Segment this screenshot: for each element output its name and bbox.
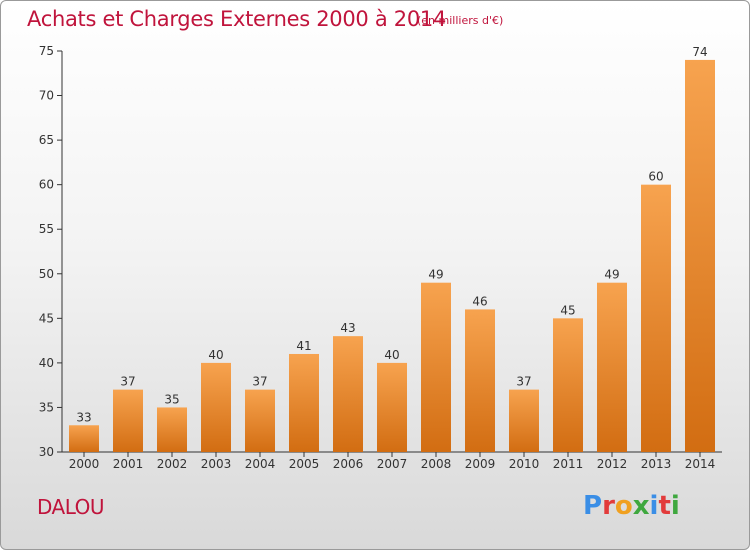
bar-value-label: 37 bbox=[516, 375, 531, 389]
bar bbox=[685, 59, 715, 453]
x-tick-label: 2000 bbox=[69, 457, 100, 471]
chart-bars: 33 37 35 40 37 41 43 40 49 46 37 45 49 60 74 bbox=[69, 45, 715, 453]
bar-value-label: 35 bbox=[164, 392, 179, 406]
proxiti-logo: Proxiti bbox=[583, 491, 680, 521]
logo-letter: i bbox=[670, 491, 680, 521]
bar-value-label: 33 bbox=[76, 410, 91, 424]
y-tick-label: 75 bbox=[39, 44, 54, 58]
y-tick-label: 55 bbox=[39, 222, 54, 236]
bar bbox=[465, 309, 495, 452]
x-tick-label: 2002 bbox=[157, 457, 188, 471]
x-tick-label: 2014 bbox=[685, 457, 716, 471]
x-tick-label: 2010 bbox=[509, 457, 540, 471]
bar-value-label: 60 bbox=[648, 170, 663, 184]
bar-value-label: 41 bbox=[296, 339, 311, 353]
bar bbox=[509, 389, 539, 452]
x-tick-label: 2011 bbox=[553, 457, 584, 471]
logo-letter: o bbox=[614, 491, 633, 521]
bar-value-label: 49 bbox=[428, 268, 443, 282]
x-tick-label: 2003 bbox=[201, 457, 232, 471]
x-tick-label: 2006 bbox=[333, 457, 364, 471]
bar-value-label: 40 bbox=[384, 348, 399, 362]
bar-value-label: 74 bbox=[692, 45, 707, 59]
y-tick-label: 35 bbox=[39, 400, 54, 414]
x-tick-label: 2005 bbox=[289, 457, 320, 471]
bar bbox=[289, 353, 319, 452]
chart-title: Achats et Charges Externes 2000 à 2014 bbox=[27, 7, 447, 31]
bar-value-label: 46 bbox=[472, 294, 487, 308]
logo-letter: P bbox=[583, 491, 603, 521]
commune-name: DALOU bbox=[37, 495, 105, 519]
bar bbox=[377, 362, 407, 452]
y-tick-label: 70 bbox=[39, 89, 54, 103]
bar bbox=[113, 389, 143, 452]
bar bbox=[421, 282, 451, 452]
bar bbox=[157, 407, 187, 452]
bar bbox=[641, 184, 671, 452]
x-tick-label: 2007 bbox=[377, 457, 408, 471]
y-tick-label: 50 bbox=[39, 267, 54, 281]
bar bbox=[333, 336, 363, 452]
y-tick-label: 65 bbox=[39, 133, 54, 147]
logo-letter: x bbox=[632, 491, 650, 521]
chart-axes: 30 35 40 45 50 55 60 65 70 75 2000 2001 2002 2003 2004… bbox=[39, 44, 722, 471]
logo-letter: i bbox=[649, 491, 659, 521]
y-tick-label: 40 bbox=[39, 356, 54, 370]
x-tick-label: 2008 bbox=[421, 457, 452, 471]
bar bbox=[553, 318, 583, 452]
y-tick-label: 45 bbox=[39, 311, 54, 325]
bar-value-label: 45 bbox=[560, 303, 575, 317]
x-tick-label: 2009 bbox=[465, 457, 496, 471]
bar-value-label: 37 bbox=[120, 375, 135, 389]
x-tick-label: 2001 bbox=[113, 457, 144, 471]
logo-letter: r bbox=[602, 491, 615, 521]
bar bbox=[201, 362, 231, 452]
x-tick-label: 2012 bbox=[597, 457, 628, 471]
bar-value-label: 37 bbox=[252, 375, 267, 389]
bar bbox=[245, 389, 275, 452]
bar bbox=[597, 282, 627, 452]
x-tick-label: 2004 bbox=[245, 457, 276, 471]
bar-value-label: 43 bbox=[340, 321, 355, 335]
x-tick-label: 2013 bbox=[641, 457, 672, 471]
chart-subtitle: (en milliers d'€) bbox=[417, 14, 504, 27]
bar-value-label: 49 bbox=[604, 268, 619, 282]
bar-value-label: 40 bbox=[208, 348, 223, 362]
y-tick-label: 30 bbox=[39, 445, 54, 459]
y-tick-label: 60 bbox=[39, 178, 54, 192]
logo-letter: t bbox=[658, 491, 671, 521]
bar bbox=[69, 425, 99, 452]
